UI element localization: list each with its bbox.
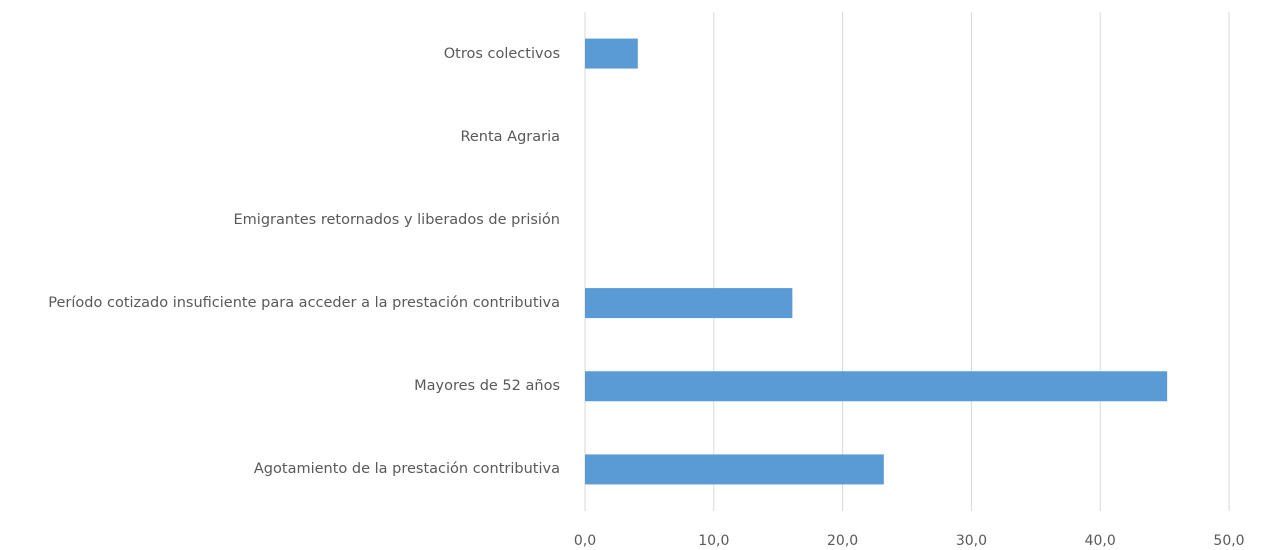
bar	[585, 38, 638, 69]
x-tick-label: 0,0	[574, 533, 596, 549]
category-label-box: Mayores de 52 años	[0, 374, 560, 398]
category-label-box: Emigrantes retornados y liberados de pri…	[0, 208, 561, 232]
category-label-box: Renta Agraria	[0, 125, 560, 149]
x-tick-label: 30,0	[956, 533, 987, 549]
category-label-box: Otros colectivos	[0, 42, 560, 66]
y-tick-label: Período cotizado insuficiente para acced…	[48, 295, 560, 312]
category-label-box: Agotamiento de la prestación contributiv…	[0, 457, 560, 481]
category-label-box: Período cotizado insuficiente para acced…	[0, 291, 560, 315]
y-tick-label: Mayores de 52 años	[414, 378, 560, 395]
x-tick-label: 20,0	[827, 533, 858, 549]
y-tick-label: Otros colectivos	[443, 45, 560, 62]
y-tick-label: Agotamiento de la prestación contributiv…	[253, 461, 560, 478]
y-tick-label: Renta Agraria	[460, 128, 560, 145]
bar	[585, 288, 793, 319]
x-tick-label: 40,0	[1085, 533, 1116, 549]
bar	[585, 454, 884, 485]
bar	[585, 371, 1168, 402]
x-tick-label: 10,0	[698, 533, 729, 549]
x-tick-label: 50,0	[1213, 533, 1244, 549]
y-tick-label: Emigrantes retornados y liberados de pri…	[233, 211, 561, 228]
